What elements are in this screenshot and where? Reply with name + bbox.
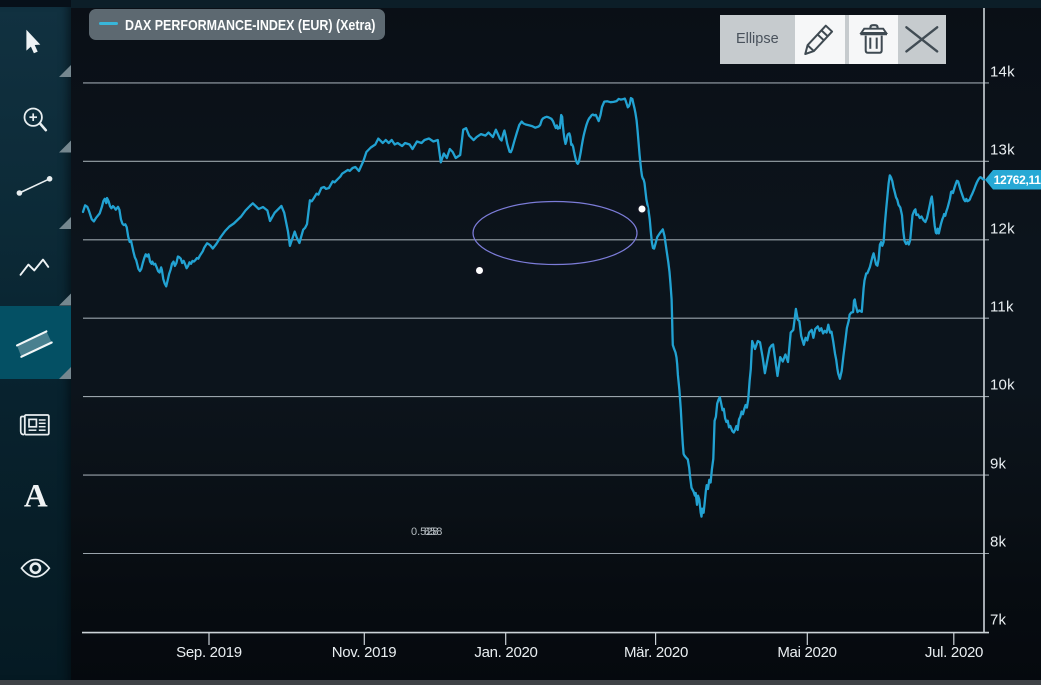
- svg-text:12762,11: 12762,11: [994, 173, 1041, 187]
- svg-text:A: A: [24, 478, 48, 514]
